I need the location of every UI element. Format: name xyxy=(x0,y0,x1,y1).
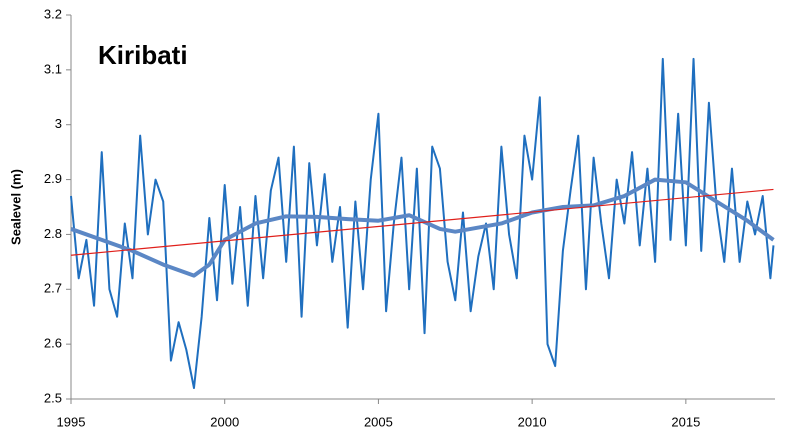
x-tick-label: 2000 xyxy=(210,414,239,429)
y-axis-label: Sealevel (m) xyxy=(8,169,23,245)
y-tick-label: 2.8 xyxy=(44,226,62,241)
data-line xyxy=(70,188,774,256)
y-tick-label: 2.7 xyxy=(44,281,62,296)
x-tick-label: 2005 xyxy=(364,414,393,429)
y-tick-label: 2.5 xyxy=(44,390,62,405)
chart-title: Kiribati xyxy=(98,40,188,70)
data-line xyxy=(70,57,775,390)
y-tick-label: 2.9 xyxy=(44,171,62,186)
y-tick-label: 3.2 xyxy=(44,6,62,21)
y-tick-label: 2.6 xyxy=(44,336,62,351)
x-tick-label: 2010 xyxy=(518,414,547,429)
x-tick-label: 1995 xyxy=(57,414,86,429)
y-tick-label: 3.1 xyxy=(44,61,62,76)
x-tick-label: 2015 xyxy=(671,414,700,429)
y-tick-label: 3 xyxy=(55,116,62,131)
